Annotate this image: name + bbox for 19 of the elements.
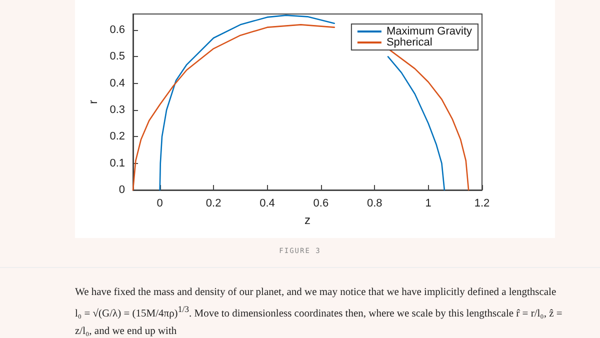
x-tick-label: 0 (156, 198, 163, 210)
x-axis-title: z (304, 212, 310, 227)
y-tick-label: 0.1 (110, 157, 125, 170)
x-tick-label: 0.4 (260, 198, 275, 210)
y-tick-label: 0.3 (110, 104, 125, 116)
y-tick-label: 0.5 (110, 50, 125, 63)
x-tick-label: 0.6 (313, 198, 329, 210)
y-tick-label: 0.6 (110, 24, 125, 36)
y-axis-title: r (86, 100, 100, 104)
legend-label: Maximum Gravity (386, 26, 472, 38)
y-tick-label: 0.2 (110, 130, 125, 143)
y-tick-label: 0.4 (110, 77, 125, 90)
x-tick-label: 1.2 (474, 198, 490, 210)
legend-label: Spherical (386, 36, 432, 48)
x-tick-label: 0.8 (366, 198, 382, 210)
y-tick-label: 0 (118, 184, 125, 196)
x-tick-label: 0.2 (206, 198, 222, 210)
x-tick-label: 1 (425, 198, 432, 210)
text: We have fixed the mass and density of our planet, and we may notice that we have implicitly defined a lengthscale l₀ = √(G/λ) = (15M/4πρ)$^{1/3}$. Move to dimensionless coordinates then, where we scale by this lengthscale r̂ = r/l₀, ẑ = z/l₀, and we end up with (75, 287, 562, 336)
